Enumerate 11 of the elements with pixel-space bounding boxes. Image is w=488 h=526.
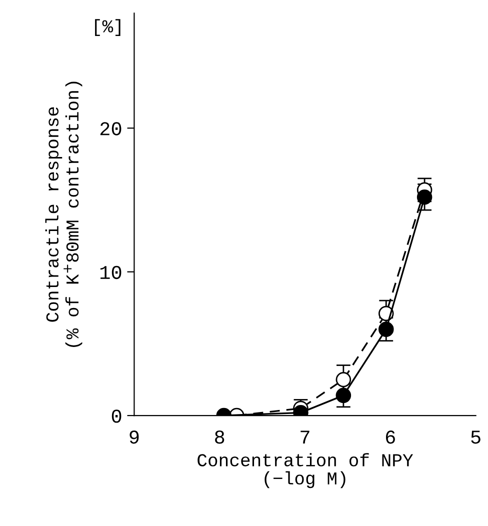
y-tick-label: 10 <box>100 266 122 280</box>
x-tick-label: 7 <box>300 430 310 444</box>
y-axis-title: Contractile response (% of K$^{+}$80mM contraction) <box>45 82 82 348</box>
x-tick-label: 5 <box>471 430 480 444</box>
x-tick-label: 6 <box>386 430 395 444</box>
x-axis-title: Concentration of NPY (−log M) <box>198 453 414 488</box>
x-tick-label: 9 <box>130 430 139 444</box>
x-tick-label: 8 <box>215 430 224 444</box>
text: [%] <box>95 19 120 36</box>
y-tick-label: 0 <box>112 410 122 423</box>
y-tick-label: 20 <box>100 122 122 136</box>
